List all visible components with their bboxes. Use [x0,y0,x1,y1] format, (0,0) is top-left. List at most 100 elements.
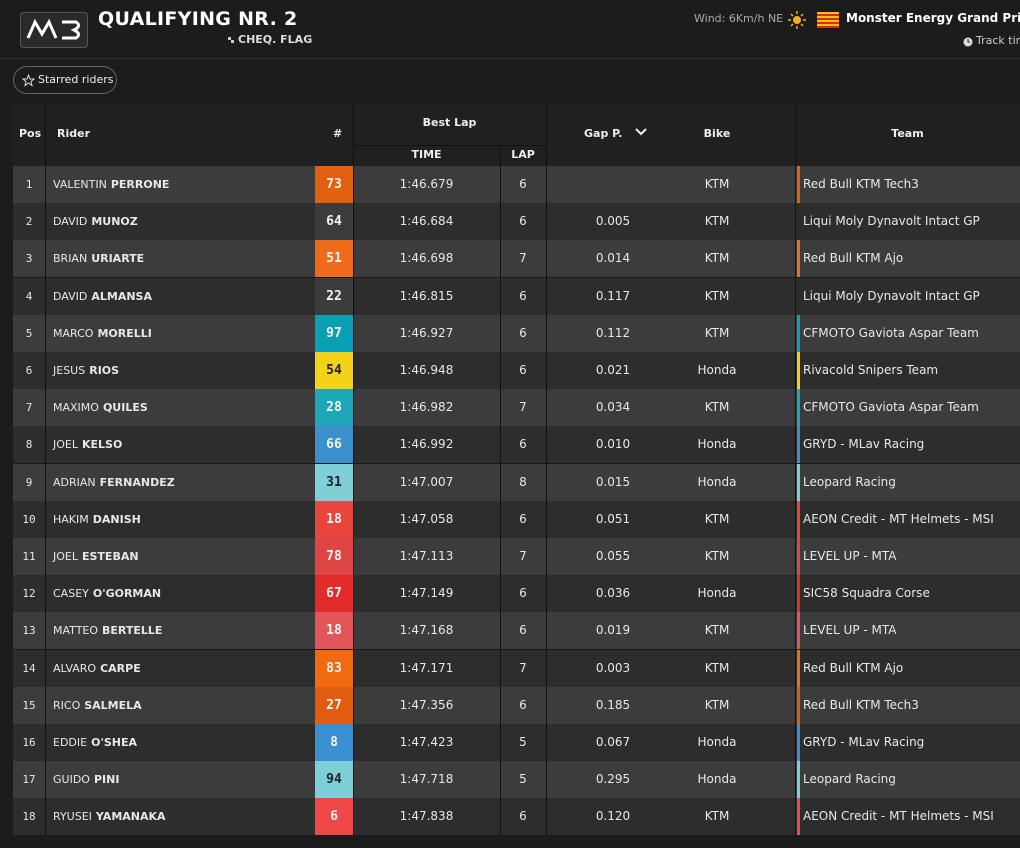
last-name: CARPE [100,661,141,675]
best-lap-number: 6 [519,586,527,601]
starred-riders-button[interactable]: Starred riders [13,66,117,94]
gap: 0.015 [595,474,631,489]
logo [20,12,88,48]
best-lap-number: 7 [519,660,527,675]
rider-name: HAKIM DANISH [53,501,141,538]
team-color [797,575,800,613]
best-lap-number: 6 [519,214,527,229]
bike: KTM [704,400,730,415]
best-lap-time: 1:47.356 [399,697,454,712]
team: LEVEL UP - MTA [803,623,897,638]
rider-number: 94 [315,761,353,799]
divider [353,612,354,650]
divider [546,575,547,613]
col-divider [500,145,501,166]
bike: KTM [704,325,730,340]
last-name: QUILES [102,401,148,415]
bike: Honda [697,363,737,377]
last-name: MORELLI [97,326,152,340]
divider [546,463,547,501]
rider-name: VALENTIN PERRONE [53,166,169,203]
gap: 0.055 [595,549,631,563]
best-lap-time: 1:47.113 [399,549,454,563]
divider [795,352,796,389]
rider-number: 83 [315,649,353,687]
last-name: PERRONE [110,178,170,191]
rider-number: 8 [315,724,353,761]
first-name: JESUS [53,364,86,377]
divider [546,277,547,315]
position: 3 [25,252,33,266]
best-lap-time: 1:46.992 [399,437,454,452]
rider-number: 18 [315,500,353,538]
divider [546,203,547,241]
rider-number: 73 [315,166,353,203]
gap: 0.036 [595,586,631,601]
position: 10 [22,512,36,526]
team: Red Bull KTM Tech3 [803,697,919,712]
gap: 0.051 [595,511,631,526]
gap: 0.067 [595,735,631,749]
sort-arrow [635,128,647,136]
session-title: QUALIFYING NR. 2 [98,8,298,30]
col-time: TIME [411,148,442,161]
team-color [797,166,800,203]
divider [546,426,547,464]
divider [45,352,46,389]
rider-name: CASEY O'GORMAN [53,575,161,612]
divider [795,724,796,761]
divider [795,166,796,203]
first-name: HAKIM [53,512,89,526]
divider [546,761,547,799]
result-row: 11 JOEL ESTEBAN 78 1:47.113 7 0.055 KTM LEVEL UP… [13,538,1020,576]
gap: 0.112 [595,325,631,340]
team-color [797,426,800,464]
result-row: 15 RICO SALMELA 27 1:47.356 6 0.185 KTM Red Bull… [13,686,1020,725]
position: 4 [25,289,33,303]
table-header: Pos Rider # Best Lap TIME LAP Gap P. Bik… [13,103,1020,166]
first-name: RYUSEI [53,810,92,824]
divider [500,538,501,575]
divider [45,798,46,836]
divider [353,426,354,464]
col-gap: Gap P. [584,127,623,140]
first-name: ADRIAN [53,475,96,489]
best-lap-time: 1:46.684 [399,214,454,229]
col-bike: Bike [703,127,731,140]
result-row: 10 HAKIM DANISH 18 1:47.058 6 0.051 KTM AEON Cre… [13,500,1020,539]
team: GRYD - MLav Racing [803,735,925,749]
divider [353,203,354,241]
col-gap-sort[interactable]: Gap P. [584,127,648,140]
divider [353,352,354,389]
bike: KTM [704,511,730,526]
position: 6 [25,364,33,377]
best-lap-time: 1:46.698 [399,251,454,266]
first-name: MARCO [53,326,94,340]
gap: 0.005 [595,214,631,229]
divider [0,58,1020,59]
divider [353,314,354,352]
divider [500,575,501,613]
divider [795,798,796,836]
first-name: DAVID [53,215,88,229]
divider [546,166,547,203]
divider [45,500,46,538]
rider-name: RICO SALMELA [53,687,142,724]
divider [45,575,46,613]
position: 9 [25,475,33,489]
last-name: MUNOZ [91,215,138,229]
result-row: 3 BRIAN URIARTE 51 1:46.698 7 0.014 KTM Red Bull… [13,240,1020,279]
best-lap-number: 8 [519,474,527,489]
col-divider [353,103,354,166]
divider [353,724,354,761]
best-lap-number: 6 [519,809,527,824]
gap: 0.120 [595,809,631,824]
flag-icon [228,37,234,43]
best-lap-time: 1:47.423 [399,735,454,749]
result-row: 13 MATTEO BERTELLE 18 1:47.168 6 0.019 KTM LEVEL… [13,612,1020,651]
position: 15 [22,698,36,712]
bike: KTM [704,288,730,303]
best-lap-number: 6 [519,511,527,526]
result-row: 6 JESUS RIOS 54 1:46.948 6 0.021 Honda Rivacold … [13,352,1020,390]
